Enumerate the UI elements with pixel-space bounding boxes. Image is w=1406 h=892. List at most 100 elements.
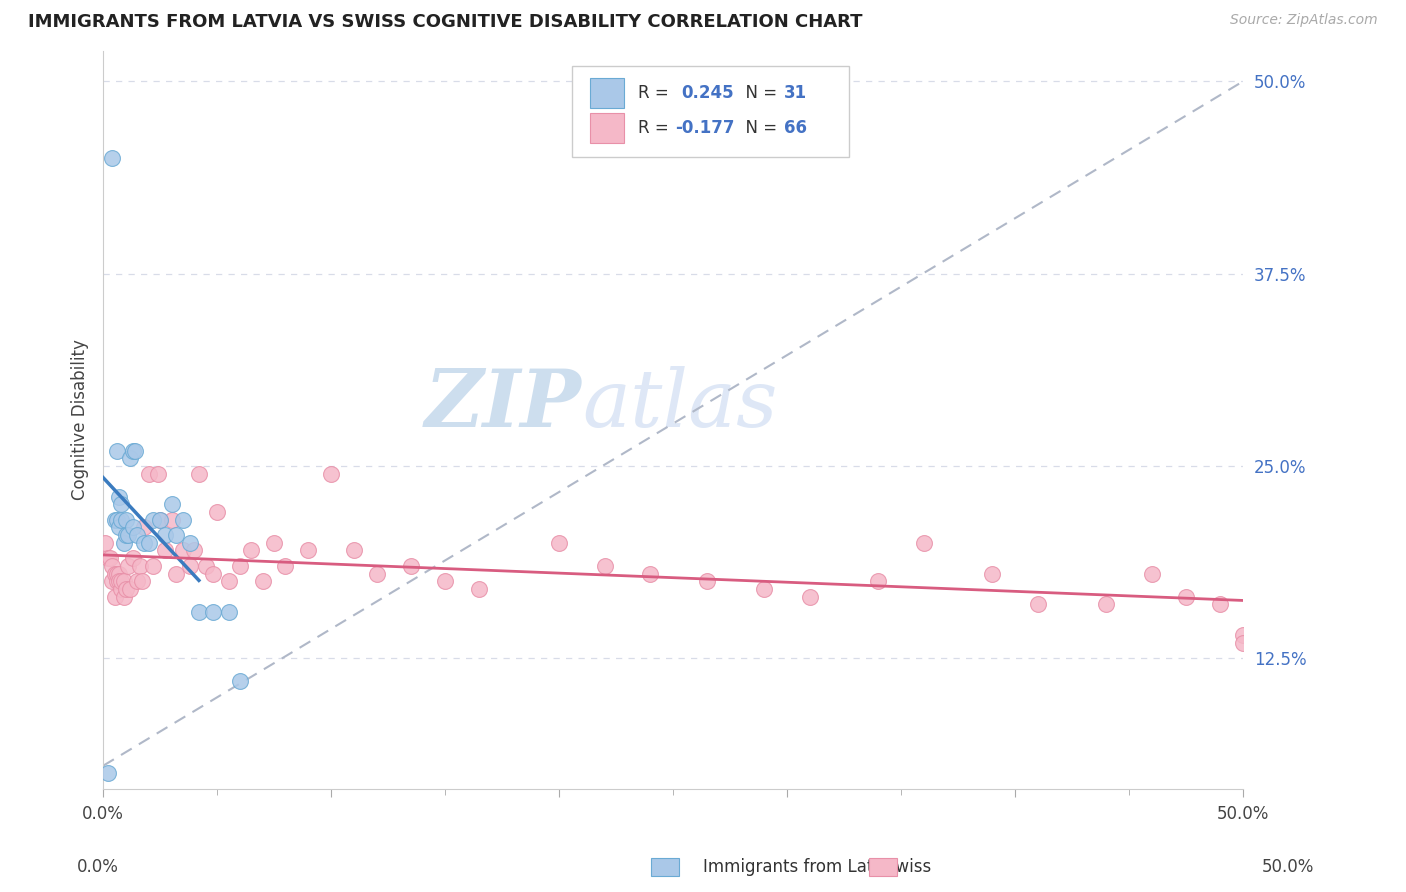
Point xyxy=(112,535,135,549)
Point xyxy=(399,558,422,573)
Point xyxy=(117,528,139,542)
Point xyxy=(1174,590,1197,604)
Text: Swiss: Swiss xyxy=(886,858,932,876)
Text: 0.245: 0.245 xyxy=(681,84,734,102)
Point xyxy=(179,535,201,549)
Point xyxy=(366,566,388,581)
Point xyxy=(138,467,160,481)
Point xyxy=(112,590,135,604)
Point xyxy=(172,513,194,527)
Text: R =: R = xyxy=(638,120,673,137)
Point xyxy=(1095,597,1118,611)
Point xyxy=(1209,597,1232,611)
Point xyxy=(187,605,209,619)
Point xyxy=(103,590,125,604)
Point xyxy=(94,535,117,549)
Point xyxy=(343,543,366,558)
Point xyxy=(121,520,143,534)
Text: ZIP: ZIP xyxy=(425,367,582,443)
Point xyxy=(142,558,165,573)
Point xyxy=(120,451,142,466)
Point xyxy=(434,574,457,589)
Point xyxy=(1140,566,1163,581)
Point xyxy=(981,566,1004,581)
Text: atlas: atlas xyxy=(582,367,778,443)
Text: Source: ZipAtlas.com: Source: ZipAtlas.com xyxy=(1230,13,1378,28)
Point xyxy=(696,574,718,589)
Point xyxy=(194,558,217,573)
Point xyxy=(112,574,135,589)
Point xyxy=(263,535,285,549)
Point xyxy=(165,566,187,581)
Point xyxy=(153,528,176,542)
Point xyxy=(201,605,224,619)
Point xyxy=(593,558,616,573)
FancyBboxPatch shape xyxy=(589,113,624,143)
Point xyxy=(205,505,228,519)
Point xyxy=(274,558,297,573)
Point xyxy=(912,535,935,549)
Point xyxy=(638,566,661,581)
Point xyxy=(97,551,120,566)
Text: N =: N = xyxy=(734,120,782,137)
Point xyxy=(799,590,821,604)
Point xyxy=(127,528,149,542)
Point xyxy=(110,582,132,596)
Point xyxy=(121,443,143,458)
Text: 50.0%: 50.0% xyxy=(1263,858,1315,876)
Point xyxy=(149,513,172,527)
Point xyxy=(103,566,125,581)
Point xyxy=(548,535,571,549)
Point xyxy=(172,543,194,558)
Text: IMMIGRANTS FROM LATVIA VS SWISS COGNITIVE DISABILITY CORRELATION CHART: IMMIGRANTS FROM LATVIA VS SWISS COGNITIV… xyxy=(28,13,863,31)
Text: -0.177: -0.177 xyxy=(675,120,735,137)
Text: N =: N = xyxy=(734,84,782,102)
Point xyxy=(187,467,209,481)
Point xyxy=(165,528,187,542)
Point xyxy=(754,582,776,596)
Point xyxy=(108,520,131,534)
Point xyxy=(297,543,319,558)
Point xyxy=(127,574,149,589)
Point xyxy=(160,513,183,527)
Point xyxy=(105,574,128,589)
Point xyxy=(108,574,131,589)
Point xyxy=(146,467,169,481)
Point xyxy=(201,566,224,581)
Point xyxy=(134,520,156,534)
Point xyxy=(97,766,120,780)
FancyBboxPatch shape xyxy=(589,78,624,108)
Point xyxy=(131,574,153,589)
Point xyxy=(240,543,263,558)
Text: 0.0%: 0.0% xyxy=(77,858,120,876)
Point xyxy=(138,535,160,549)
Text: Immigrants from Latvia: Immigrants from Latvia xyxy=(703,858,898,876)
Point xyxy=(229,674,252,689)
Point xyxy=(110,513,132,527)
Point xyxy=(108,566,131,581)
Point xyxy=(142,513,165,527)
Point xyxy=(149,513,172,527)
Point xyxy=(868,574,890,589)
Point xyxy=(117,558,139,573)
Point xyxy=(218,574,240,589)
Point xyxy=(121,551,143,566)
Point xyxy=(101,574,124,589)
Point xyxy=(110,497,132,511)
Point xyxy=(1232,636,1254,650)
Point xyxy=(183,543,205,558)
Point xyxy=(110,574,132,589)
Point xyxy=(115,528,138,542)
FancyBboxPatch shape xyxy=(572,66,849,157)
Point xyxy=(115,582,138,596)
Point xyxy=(319,467,342,481)
Point xyxy=(134,535,156,549)
Point xyxy=(179,558,201,573)
Point xyxy=(124,443,146,458)
Point xyxy=(98,551,121,566)
Point xyxy=(160,497,183,511)
Point xyxy=(1026,597,1049,611)
Point xyxy=(468,582,491,596)
Point xyxy=(128,558,150,573)
Point xyxy=(101,151,124,165)
